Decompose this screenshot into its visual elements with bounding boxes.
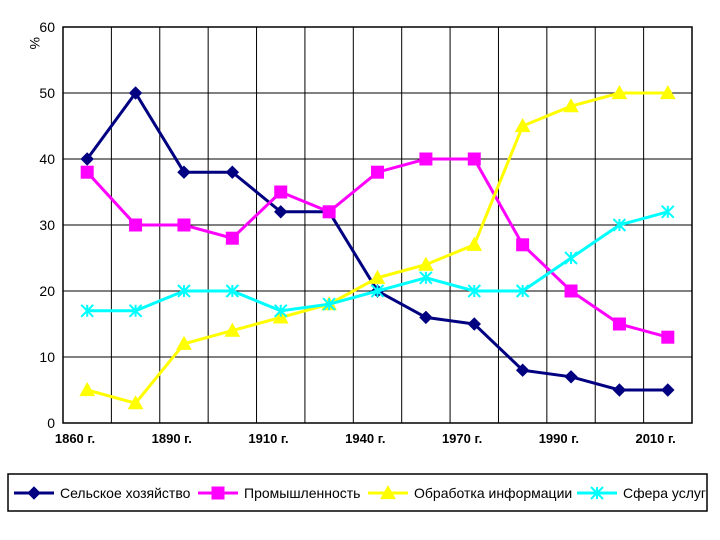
point-1-11 xyxy=(612,317,626,331)
point-2-8 xyxy=(466,236,483,251)
point-3-4 xyxy=(274,304,288,318)
point-2-7 xyxy=(418,256,434,271)
point-2-0 xyxy=(79,381,96,397)
point-1-2 xyxy=(177,218,191,232)
point-1-7 xyxy=(419,152,433,166)
y-tick-label-6: 60 xyxy=(39,19,55,35)
point-3-9 xyxy=(515,284,530,298)
point-3-0 xyxy=(80,304,94,318)
point-0-2 xyxy=(177,165,191,179)
y-tick-label-4: 40 xyxy=(39,151,55,167)
legend-label-2: Обработка информации xyxy=(414,485,572,501)
point-0-4 xyxy=(274,205,288,219)
point-3-2 xyxy=(177,284,191,298)
x-tick-label-6: 1940 г. xyxy=(345,431,385,446)
plot-frame xyxy=(62,26,693,424)
legend-item-0: Сельское хозяйство xyxy=(14,485,191,501)
grid-lines xyxy=(62,26,693,424)
point-2-9 xyxy=(514,117,531,133)
point-1-6 xyxy=(371,165,384,179)
point-1-12 xyxy=(661,330,675,344)
legend-item-1: Промышленность xyxy=(198,485,360,501)
point-2-3 xyxy=(224,322,241,337)
point-3-8 xyxy=(467,284,481,298)
y-axis-label: % xyxy=(27,37,43,49)
x-tick-label-0: 1860 г. xyxy=(55,431,95,446)
legend-marker-0 xyxy=(27,486,41,500)
point-2-12 xyxy=(659,84,676,100)
point-0-12 xyxy=(661,383,675,397)
axes xyxy=(62,26,693,424)
series-3 xyxy=(80,205,675,318)
y-tick-label-3: 30 xyxy=(39,217,55,233)
point-1-1 xyxy=(129,218,143,232)
point-3-1 xyxy=(128,304,143,318)
series-line-1 xyxy=(86,157,669,339)
y-tick-label-0: 0 xyxy=(47,415,55,431)
legend-marker-3 xyxy=(590,486,604,500)
legend-item-2: Обработка информации xyxy=(368,484,572,501)
legend-marker-1 xyxy=(211,486,225,500)
point-1-8 xyxy=(467,152,481,166)
point-2-10 xyxy=(563,98,579,113)
series-0 xyxy=(80,86,675,397)
point-0-8 xyxy=(467,317,481,331)
point-0-11 xyxy=(612,383,627,397)
point-2-2 xyxy=(176,335,192,350)
point-1-3 xyxy=(225,231,239,245)
point-1-9 xyxy=(516,238,530,252)
y-tick-labels: 0 10 20 30 40 50 60 xyxy=(39,19,55,431)
x-tick-labels: 1860 г. 1890 г. 1910 г. 1940 г. 1970 г. 1990 … xyxy=(55,431,676,446)
point-3-5 xyxy=(322,297,336,311)
legend: Сельское хозяйство Промышленность Обработк… xyxy=(7,473,708,512)
point-0-10 xyxy=(564,370,578,384)
series-1 xyxy=(80,152,675,344)
x-tick-label-2: 1890 г. xyxy=(152,431,192,446)
point-2-1 xyxy=(127,395,144,410)
y-tick-label-5: 50 xyxy=(39,85,55,101)
x-tick-label-4: 1910 г. xyxy=(248,431,288,446)
point-3-7 xyxy=(419,271,433,285)
point-3-3 xyxy=(225,284,240,298)
point-1-0 xyxy=(80,165,94,179)
x-tick-label-8: 1970 г. xyxy=(442,431,482,446)
point-0-3 xyxy=(225,165,240,179)
point-1-10 xyxy=(564,284,578,298)
point-0-0 xyxy=(80,152,94,166)
point-3-6 xyxy=(370,284,385,298)
point-0-1 xyxy=(128,86,143,100)
y-tick-label-2: 20 xyxy=(39,283,55,299)
point-0-7 xyxy=(419,310,433,325)
point-3-11 xyxy=(612,218,627,232)
point-0-9 xyxy=(515,363,530,377)
x-tick-label-12: 2010 г. xyxy=(635,431,675,446)
series-group xyxy=(79,84,676,410)
legend-item-3: Сфера услуг xyxy=(577,485,706,501)
x-tick-label-10: 1990 г. xyxy=(539,431,579,446)
point-2-11 xyxy=(611,84,628,100)
legend-label-3: Сфера услуг xyxy=(623,485,706,501)
point-2-6 xyxy=(369,269,386,284)
legend-label-1: Промышленность xyxy=(244,485,360,501)
point-1-5 xyxy=(322,205,336,219)
point-3-10 xyxy=(564,251,578,265)
point-3-12 xyxy=(661,205,675,219)
point-1-4 xyxy=(274,185,288,199)
legend-label-0: Сельское хозяйство xyxy=(60,485,191,501)
series-line-0 xyxy=(85,90,668,392)
y-tick-label-1: 10 xyxy=(39,349,55,365)
legend-marker-2 xyxy=(380,484,396,500)
